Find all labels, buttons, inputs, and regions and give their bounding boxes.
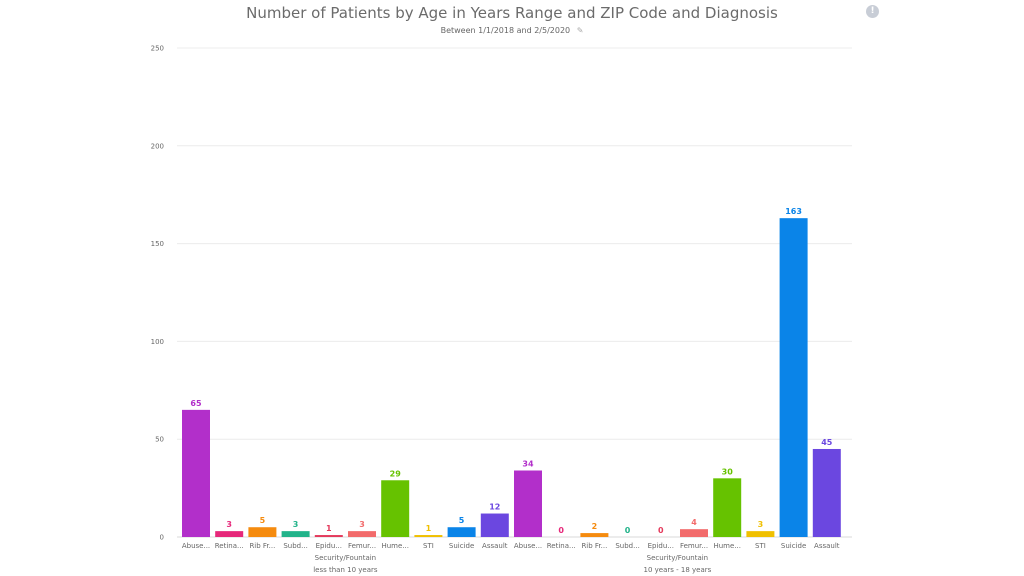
category-label: Assault [814, 542, 840, 550]
group-label-location: Security/Fountain [647, 554, 708, 562]
data-label: 0 [658, 526, 664, 535]
category-label: STI [755, 542, 766, 550]
category-label: Subd... [615, 542, 639, 550]
data-labels: 65 3 5 3 1 3 29 1 5 12 34 0 2 0 0 4 30 3 163 45 [190, 207, 832, 535]
group-label-age-range: less than 10 years [313, 566, 378, 574]
category-label: Hume... [381, 542, 409, 550]
group-label-age-range: 10 years - 18 years [644, 566, 712, 574]
bar[interactable] [480, 513, 509, 537]
category-label: Retina... [547, 542, 576, 550]
data-label: 3 [226, 520, 232, 529]
category-label: Femur... [348, 542, 376, 550]
y-tick-label: 0 [160, 534, 164, 542]
bar[interactable] [381, 480, 410, 537]
data-label: 34 [522, 459, 534, 468]
bar[interactable] [348, 531, 376, 537]
y-tick-label: 200 [151, 142, 164, 150]
bar[interactable] [746, 531, 775, 537]
category-labels: Abuse... Retina... Rib Fr... Subd... Epidu..… [182, 542, 840, 550]
data-label: 163 [785, 207, 802, 216]
pencil-icon[interactable]: ✎ [576, 26, 584, 35]
data-label: 2 [592, 522, 598, 531]
category-label: Epidu... [648, 542, 674, 550]
data-label: 5 [459, 516, 465, 525]
bar[interactable] [314, 535, 343, 537]
category-label: Rib Fr... [249, 542, 275, 550]
bar[interactable] [779, 218, 808, 537]
y-tick-label: 50 [155, 436, 164, 444]
y-axis-ticks: 0 50 100 150 200 250 [151, 45, 164, 542]
data-label: 3 [758, 520, 764, 529]
data-label: 3 [293, 520, 299, 529]
bar[interactable] [248, 527, 277, 537]
data-label: 30 [722, 467, 734, 476]
data-label: 3 [359, 520, 365, 529]
category-label: Retina... [215, 542, 244, 550]
bar[interactable] [281, 531, 310, 537]
category-label: Femur... [680, 542, 708, 550]
data-label: 45 [821, 438, 833, 447]
bar[interactable] [812, 448, 841, 537]
category-label: Hume... [713, 542, 741, 550]
bar[interactable] [680, 529, 708, 537]
chart-subtitle-text: Between 1/1/2018 and 2/5/2020 [440, 26, 571, 35]
chart-title: Number of Patients by Age in Years Range… [246, 4, 778, 22]
y-tick-label: 250 [151, 45, 164, 53]
bar[interactable] [182, 409, 210, 537]
y-tick-label: 150 [151, 240, 164, 248]
data-label: 29 [390, 469, 402, 478]
category-label: Abuse... [182, 542, 210, 550]
data-label: 0 [625, 526, 631, 535]
bar[interactable] [580, 533, 609, 537]
category-label: Epidu... [316, 542, 342, 550]
data-label: 12 [489, 503, 500, 512]
data-label: 4 [691, 518, 697, 527]
group-labels: Security/Fountain less than 10 years Secur… [313, 554, 711, 574]
chart-subtitle: Between 1/1/2018 and 2/5/2020 ✎ [0, 26, 1024, 35]
category-label: Suicide [449, 542, 474, 550]
bar[interactable] [514, 470, 542, 537]
bars [182, 218, 841, 537]
data-label: 5 [260, 516, 266, 525]
category-label: STI [423, 542, 434, 550]
bar[interactable] [713, 478, 742, 537]
info-icon[interactable]: ! [866, 5, 879, 18]
data-label: 0 [558, 526, 564, 535]
bar[interactable] [414, 535, 443, 537]
category-label: Subd... [283, 542, 307, 550]
category-label: Rib Fr... [581, 542, 607, 550]
category-label: Assault [482, 542, 508, 550]
bar[interactable] [447, 527, 476, 537]
group-label-location: Security/Fountain [315, 554, 376, 562]
bar[interactable] [215, 531, 244, 537]
data-label: 1 [426, 524, 432, 533]
data-label: 65 [190, 399, 202, 408]
category-label: Suicide [781, 542, 806, 550]
grid-lines [177, 47, 852, 538]
category-label: Abuse... [514, 542, 542, 550]
y-tick-label: 100 [151, 338, 164, 346]
data-label: 1 [326, 524, 332, 533]
